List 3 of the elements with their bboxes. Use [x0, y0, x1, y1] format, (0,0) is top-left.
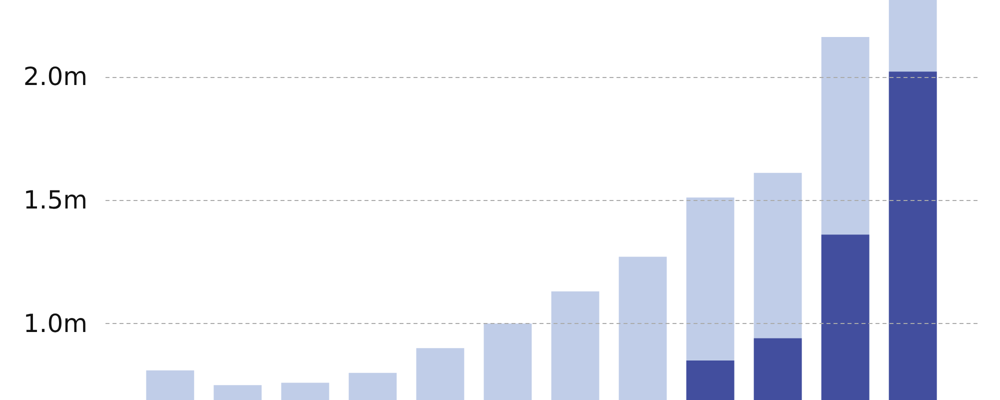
y-tick-label: 1.0m: [23, 308, 88, 338]
y-tick-label: 2.0m: [23, 62, 88, 92]
y-tick-label: 1.5m: [23, 186, 88, 214]
